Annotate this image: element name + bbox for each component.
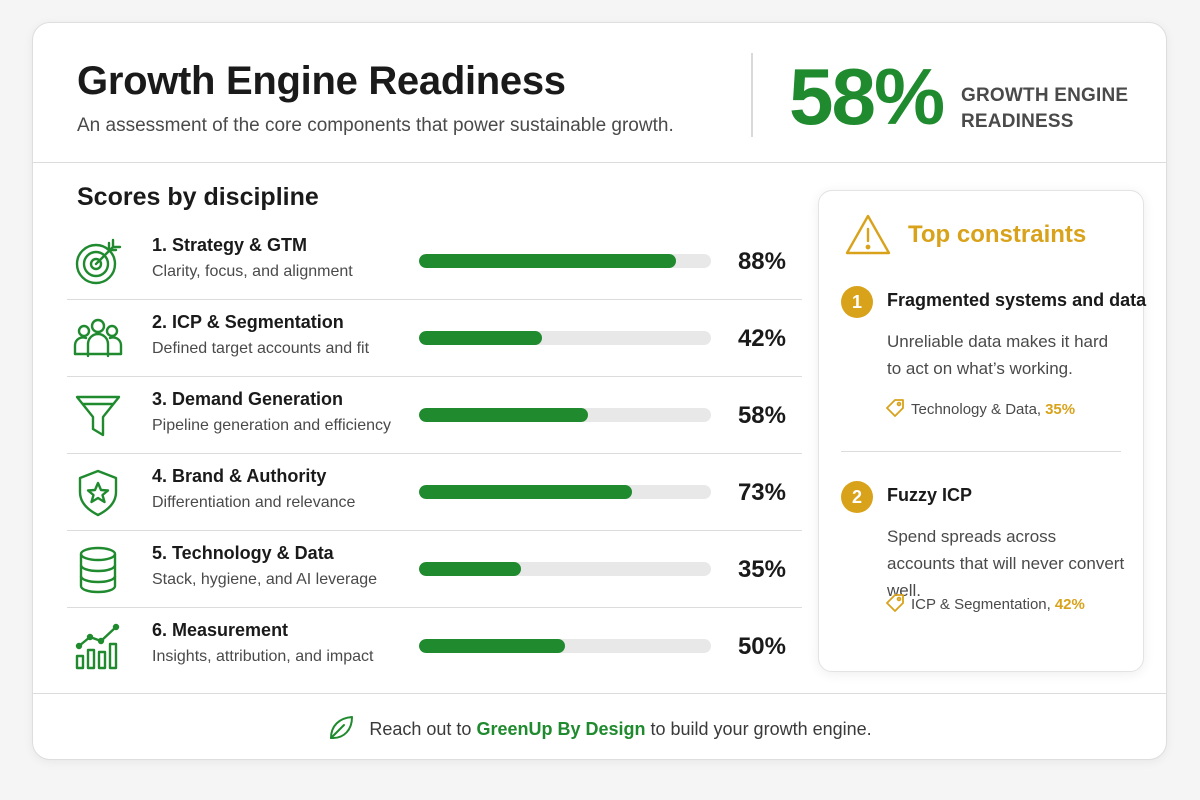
discipline-desc: Stack, hygiene, and AI leverage	[152, 571, 378, 588]
discipline-desc: Defined target accounts and fit	[152, 340, 370, 357]
database-icon	[73, 545, 123, 595]
constraint-title: Fragmented systems and data	[887, 290, 1147, 310]
chart-trend-icon	[73, 622, 123, 672]
shield-star-icon	[73, 468, 123, 518]
constraint-tag-label: ICP & Segmentation,	[911, 596, 1051, 613]
header: Growth Engine Readiness An assessment of…	[33, 23, 1166, 163]
discipline-name: 2. ICP & Segmentation	[152, 312, 344, 332]
discipline-name: 5. Technology & Data	[152, 543, 334, 563]
footer: Reach out to GreenUp By Design to build …	[33, 693, 1166, 759]
discipline-pct: 42%	[737, 325, 786, 352]
discipline-pct: 35%	[737, 556, 786, 583]
greenup-link[interactable]: GreenUp By Design	[476, 719, 646, 739]
constraint-tag: ICP & Segmentation, 42%	[885, 593, 1085, 613]
discipline-desc: Clarity, focus, and alignment	[152, 263, 353, 280]
users-icon	[73, 314, 123, 364]
progress-fill	[419, 331, 542, 345]
constraint-number: 2	[841, 481, 873, 513]
tag-icon	[886, 399, 904, 417]
section-title: Scores by discipline	[77, 183, 319, 211]
constraint-title: Fuzzy ICP	[887, 485, 973, 505]
header-divider	[751, 53, 753, 137]
footer-text-before: Reach out to	[369, 719, 472, 739]
discipline-desc: Insights, attribution, and impact	[152, 648, 374, 665]
progress-track	[419, 408, 711, 422]
discipline-pct: 73%	[737, 479, 786, 506]
discipline-row-demand: 3. Demand Generation Pipeline generation…	[67, 377, 802, 454]
discipline-name: 6. Measurement	[152, 620, 289, 640]
constraint-tag-label: Technology & Data,	[911, 401, 1042, 418]
readiness-card: Growth Engine Readiness An assessment of…	[32, 22, 1167, 760]
progress-fill	[419, 639, 565, 653]
constraint-tag-pct: 35%	[1045, 401, 1076, 418]
panel-divider	[841, 451, 1121, 452]
discipline-row-icp: 2. ICP & Segmentation Defined target acc…	[67, 300, 802, 377]
target-icon	[73, 237, 123, 287]
progress-fill	[419, 562, 522, 576]
progress-fill	[419, 254, 676, 268]
progress-track	[419, 485, 711, 499]
discipline-name: 3. Demand Generation	[152, 389, 344, 409]
footer-cta: Reach out to GreenUp By Design to build …	[327, 714, 872, 742]
progress-track	[419, 562, 711, 576]
discipline-row-technology: 5. Technology & Data Stack, hygiene, and…	[67, 531, 802, 608]
warning-icon	[845, 213, 891, 257]
constraint-tag-pct: 42%	[1054, 596, 1085, 613]
discipline-row-brand: 4. Brand & Authority Differentiation and…	[67, 454, 802, 531]
constraint-desc: Unreliable data makes it hard to act on …	[887, 332, 1109, 378]
constraint-tag: Technology & Data, 35%	[885, 398, 1075, 418]
progress-track	[419, 639, 711, 653]
progress-fill	[419, 485, 633, 499]
page-subtitle: An assessment of the core components tha…	[77, 115, 674, 136]
overall-score: 58%	[789, 52, 945, 141]
overall-score-label: Growth Engine Readiness	[961, 85, 1129, 132]
progress-fill	[419, 408, 589, 422]
discipline-list: 1. Strategy & GTM Clarity, focus, and al…	[67, 223, 802, 685]
constraint-number: 1	[841, 286, 873, 318]
discipline-name: 1. Strategy & GTM	[152, 235, 308, 255]
funnel-icon	[73, 391, 123, 441]
constraint-desc: Spend spreads across accounts that will …	[887, 527, 1125, 600]
progress-track	[419, 331, 711, 345]
discipline-row-strategy: 1. Strategy & GTM Clarity, focus, and al…	[67, 223, 802, 300]
page-title: Growth Engine Readiness	[77, 59, 566, 103]
discipline-row-measurement: 6. Measurement Insights, attribution, an…	[67, 608, 802, 685]
discipline-name: 4. Brand & Authority	[152, 466, 327, 486]
progress-track	[419, 254, 711, 268]
discipline-desc: Pipeline generation and efficiency	[152, 417, 391, 434]
leaf-icon	[330, 716, 354, 739]
constraints-title: Top constraints	[908, 221, 1087, 248]
discipline-pct: 88%	[737, 248, 786, 275]
discipline-pct: 50%	[737, 633, 786, 660]
tag-icon	[886, 594, 904, 612]
discipline-pct: 58%	[737, 402, 786, 429]
top-constraints-panel: Top constraints 1 Fragmented systems and…	[818, 190, 1147, 672]
footer-text-after: to build your growth engine.	[650, 719, 872, 739]
discipline-desc: Differentiation and relevance	[152, 494, 356, 511]
